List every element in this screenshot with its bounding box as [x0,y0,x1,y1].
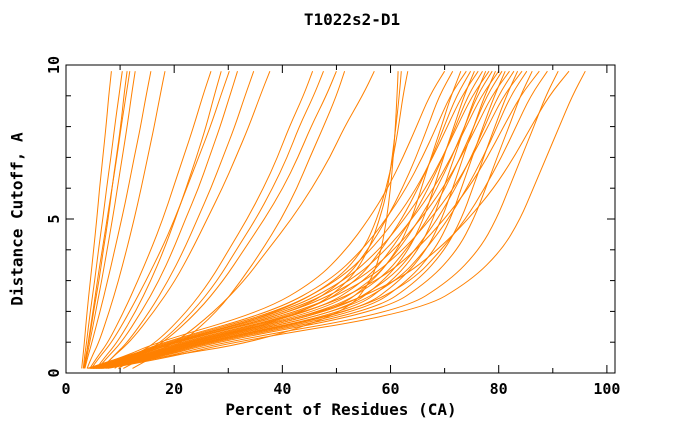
y-tick-label: 10 [45,56,63,74]
curve-line-44 [99,70,548,369]
curve-line-9 [95,71,222,369]
curve-line-15 [118,71,324,369]
curve-line-29 [95,70,483,369]
series-lines [81,70,586,369]
curve-line-10 [90,71,230,369]
curve-line-24 [97,71,462,369]
curve-line-42 [103,70,533,369]
curve-line-39 [102,70,519,369]
curve-line-16 [118,71,337,369]
curve-line-31 [91,70,490,369]
x-tick-label: 60 [381,380,399,398]
curve-line-6 [84,71,152,369]
curve-line-36 [101,70,506,369]
curve-line-46 [96,70,570,369]
curve-line-33 [100,70,496,369]
curve-line-34 [91,70,500,369]
curve-line-8 [89,71,212,369]
x-tick-label: 0 [61,380,70,398]
x-tick-label: 20 [165,380,183,398]
y-tick-label: 5 [45,214,63,223]
curve-line-7 [86,71,166,369]
chart-title: T1022s2-D1 [303,10,401,29]
curve-line-40 [93,70,523,369]
curve-line-22 [88,70,446,369]
curve-line-14 [114,71,314,369]
curve-line-13 [100,71,271,369]
curve-line-43 [94,70,540,369]
curve-line-2 [82,71,123,369]
curve-line-47 [107,70,586,369]
curve-line-28 [90,70,479,369]
x-tick-label: 40 [273,380,291,398]
x-tick-label: 100 [593,380,620,398]
curve-line-38 [97,70,515,369]
curve-line-25 [89,70,467,369]
y-axis-title: Distance Cutoff, A [7,132,27,306]
curve-line-45 [105,70,559,369]
x-tick-label: 80 [490,380,508,398]
tick-labels: 0 20 40 60 80 100 0 5 10 [45,56,620,398]
curve-line-11 [97,71,238,369]
axis-ticks [65,64,615,374]
curve-line-3 [83,71,128,369]
curve-line-12 [101,71,255,369]
curve-line-37 [92,70,510,369]
axis-frame [65,64,616,374]
curve-line-41 [98,70,528,369]
curve-line-27 [98,71,475,369]
curve-line-21 [92,71,399,369]
y-tick-label: 0 [45,368,63,377]
x-axis-title: Percent of Residues (CA) [225,400,457,419]
curve-line-4 [83,71,131,369]
curve-line-5 [83,71,136,369]
curve-line-1 [81,71,112,369]
